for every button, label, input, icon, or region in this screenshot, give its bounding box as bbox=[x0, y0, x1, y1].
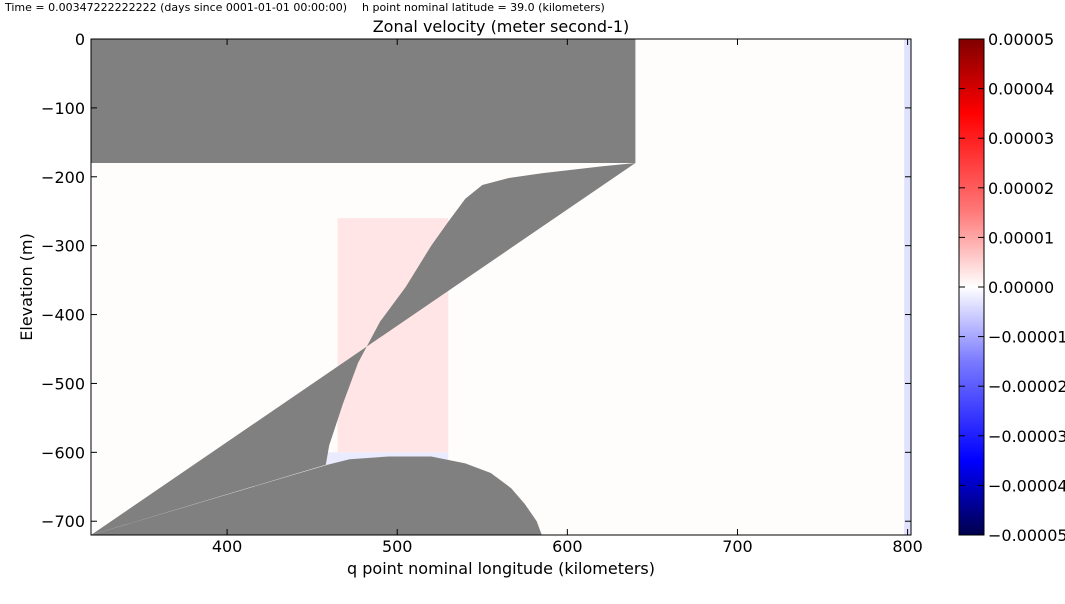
x-tick-label: 500 bbox=[382, 537, 413, 556]
x-tick-label: 700 bbox=[722, 537, 753, 556]
latitude-label: h point nominal latitude = 39.0 (kilomet… bbox=[362, 1, 605, 14]
x-tick-label: 800 bbox=[892, 537, 923, 556]
land-mask-lower bbox=[91, 456, 542, 535]
chart-title: Zonal velocity (meter second-1) bbox=[373, 17, 630, 36]
colorbar-tick-label: −0.00005 bbox=[988, 526, 1065, 545]
colorbar-tick-label: 0.00000 bbox=[988, 278, 1054, 297]
y-tick-label: −400 bbox=[41, 306, 85, 325]
colorbar-tick-label: −0.00002 bbox=[988, 377, 1065, 396]
boundary-velocity-column bbox=[904, 39, 911, 535]
colorbar-tick-label: 0.00004 bbox=[988, 80, 1054, 99]
colorbar-tick-label: 0.00001 bbox=[988, 228, 1054, 247]
colorbar-tick-label: 0.00002 bbox=[988, 179, 1054, 198]
colorbar-tick-label: 0.00003 bbox=[988, 129, 1054, 148]
y-tick-label: −500 bbox=[41, 374, 85, 393]
x-axis-label: q point nominal longitude (kilometers) bbox=[347, 559, 655, 578]
y-tick-label: −100 bbox=[41, 99, 85, 118]
colorbar-tick-label: 0.00005 bbox=[988, 30, 1054, 49]
y-tick-label: −300 bbox=[41, 237, 85, 256]
y-tick-label: −700 bbox=[41, 512, 85, 531]
y-tick-label: −200 bbox=[41, 168, 85, 187]
colorbar-tick-label: −0.00004 bbox=[988, 476, 1065, 495]
colorbar-tick-label: −0.00003 bbox=[988, 427, 1065, 446]
y-tick-label: 0 bbox=[75, 30, 85, 49]
plot-area bbox=[91, 39, 911, 535]
land-mask-upper bbox=[91, 163, 636, 535]
x-tick-label: 400 bbox=[212, 537, 243, 556]
colorbar-ticks: 0.00005 0.00004 0.00003 0.00002 0.00001 0.000… bbox=[959, 30, 1065, 545]
axis-ticks: 400 500 600 700 800 0 −100 −200 −300 −400 −500 −600… bbox=[41, 30, 923, 556]
land-mask-top bbox=[91, 39, 636, 163]
y-axis-label: Elevation (m) bbox=[17, 233, 36, 340]
plot-frame bbox=[90, 38, 912, 536]
colorbar-tick-label: −0.00001 bbox=[988, 328, 1065, 347]
x-tick-label: 600 bbox=[552, 537, 583, 556]
y-tick-label: −600 bbox=[41, 443, 85, 462]
time-label: Time = 0.00347222222222 (days since 0001… bbox=[4, 1, 347, 14]
